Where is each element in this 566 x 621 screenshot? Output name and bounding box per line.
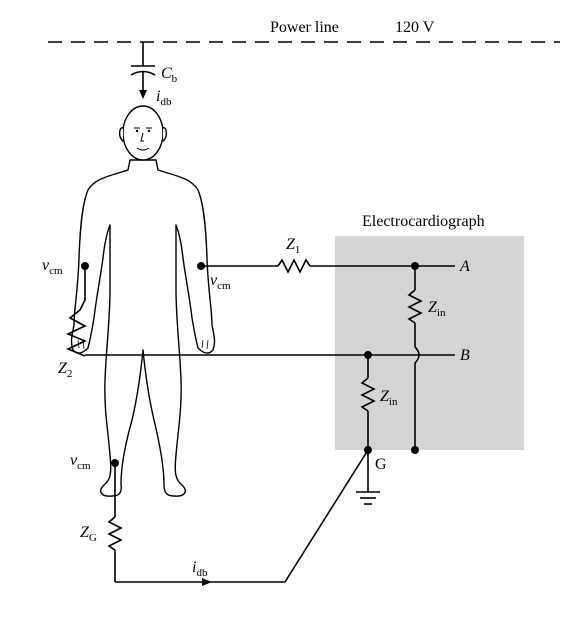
current-arrow-top: [139, 90, 147, 99]
power-line-voltage: 120 V: [395, 19, 435, 36]
current-idb-top-label: idb: [156, 88, 172, 108]
human-figure: [70, 105, 216, 497]
z2-label: Z2: [58, 360, 72, 380]
lead-a-wire: [201, 258, 455, 274]
terminal-a-label: A: [459, 258, 470, 275]
vcm-left-arm-label: vcm: [42, 257, 63, 277]
ground-icon: [356, 450, 380, 505]
terminal-g-label: G: [375, 456, 387, 473]
zg-label: ZG: [80, 524, 97, 544]
zin-a-label: Zin: [428, 299, 446, 319]
electrocardiograph-title: Electrocardiograph: [362, 213, 485, 230]
impedance-z2: [66, 266, 87, 357]
electrocardiograph-box: [335, 236, 524, 450]
vcm-leg-label: vcm: [70, 452, 91, 472]
capacitor-cb-label: Cb: [161, 65, 178, 85]
node-a-bottom: [411, 446, 419, 454]
current-arrow-bottom: [202, 578, 212, 586]
terminal-b-label: B: [460, 347, 470, 364]
power-line-label: Power line: [270, 19, 339, 36]
current-idb-bottom-label: idb: [192, 559, 208, 579]
impedance-zg: [107, 449, 369, 586]
capacitor-cb: [130, 42, 156, 99]
impedance-zin-b: [360, 355, 376, 450]
zin-b-label: Zin: [380, 388, 398, 408]
z1-label: Z1: [286, 236, 300, 256]
vcm-right-arm-label: vcm: [210, 272, 231, 292]
